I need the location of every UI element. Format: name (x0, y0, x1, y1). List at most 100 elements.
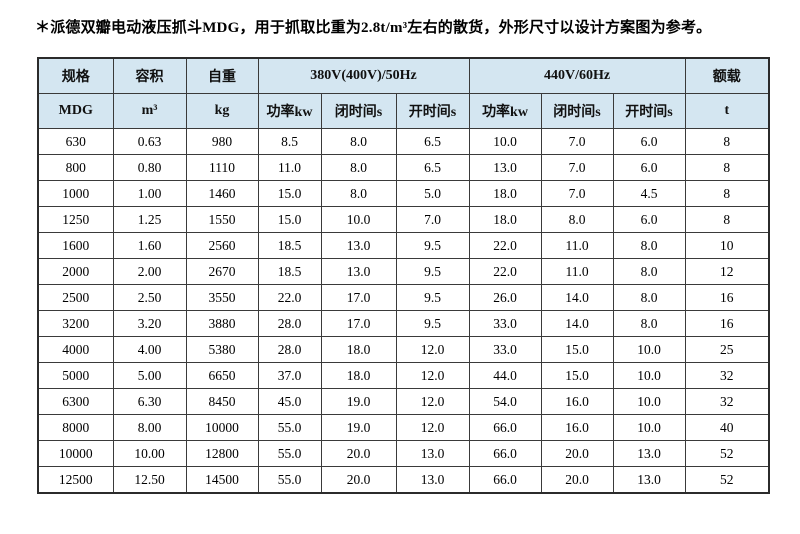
header-unit-cell: m³ (112, 93, 187, 129)
table-cell: 3550 (185, 284, 259, 311)
table-cell: 20.0 (540, 440, 614, 467)
table-cell: 6300 (37, 388, 114, 415)
table-cell: 1.60 (112, 232, 187, 259)
table-cell: 18.5 (257, 232, 322, 259)
table-cell: 6.0 (612, 206, 686, 233)
table-row: 5000 5.00 6650 37.0 18.0 12.0 44.0 15.0 10.0 32 (37, 362, 770, 389)
table-cell: 18.0 (468, 180, 542, 207)
table-cell: 10.0 (612, 388, 686, 415)
table-cell: 8 (684, 128, 770, 155)
table-row: 1000 1.00 1460 15.0 8.0 5.0 18.0 7.0 4.5 8 (37, 180, 770, 207)
header-unit-cell: 闭时间s (320, 93, 397, 129)
table-cell: 2.50 (112, 284, 187, 311)
table-cell: 20.0 (540, 466, 614, 494)
header-group-cell: 自重 (185, 57, 259, 94)
table-cell: 12.0 (395, 362, 470, 389)
table-cell: 8000 (37, 414, 114, 441)
table-cell: 14500 (185, 466, 259, 494)
table-cell: 10.0 (612, 336, 686, 363)
table-cell: 12500 (37, 466, 114, 494)
table-cell: 55.0 (257, 440, 322, 467)
table-cell: 2500 (37, 284, 114, 311)
header-group-cell: 440V/60Hz (468, 57, 686, 94)
table-cell: 11.0 (540, 232, 614, 259)
table-row: 630 0.63 980 8.5 8.0 6.5 10.0 7.0 6.0 8 (37, 128, 770, 155)
table-cell: 3200 (37, 310, 114, 337)
header-row-units: MDG m³ kg 功率kw 闭时间s 开时间s 功率kw 闭时间s 开时间s t (37, 93, 770, 129)
header-group-cell: 380V(400V)/50Hz (257, 57, 470, 94)
table-cell: 14.0 (540, 284, 614, 311)
spec-table: 规格 容积 自重 380V(400V)/50Hz 440V/60Hz 额载 MDG m³ kg… (37, 57, 771, 494)
table-cell: 4000 (37, 336, 114, 363)
table-cell: 19.0 (320, 388, 397, 415)
table-cell: 1550 (185, 206, 259, 233)
table-cell: 8 (684, 206, 770, 233)
table-cell: 12.50 (112, 466, 187, 494)
table-cell: 52 (684, 466, 770, 494)
header-row-groups: 规格 容积 自重 380V(400V)/50Hz 440V/60Hz 额载 (37, 57, 770, 94)
table-cell: 66.0 (468, 466, 542, 494)
table-cell: 12.0 (395, 336, 470, 363)
table-cell: 8.0 (320, 128, 397, 155)
table-cell: 7.0 (395, 206, 470, 233)
table-row: 4000 4.00 5380 28.0 18.0 12.0 33.0 15.0 10.0 25 (37, 336, 770, 363)
table-cell: 5000 (37, 362, 114, 389)
table-cell: 6.5 (395, 128, 470, 155)
table-row: 12500 12.50 14500 55.0 20.0 13.0 66.0 20.0 13.0 5… (37, 466, 770, 494)
table-row: 800 0.80 1110 11.0 8.0 6.5 13.0 7.0 6.0 8 (37, 154, 770, 181)
table-cell: 40 (684, 414, 770, 441)
table-cell: 8.0 (612, 284, 686, 311)
table-cell: 55.0 (257, 466, 322, 494)
table-cell: 3880 (185, 310, 259, 337)
table-cell: 2670 (185, 258, 259, 285)
table-cell: 13.0 (468, 154, 542, 181)
table-cell: 8450 (185, 388, 259, 415)
table-cell: 11.0 (540, 258, 614, 285)
table-cell: 1110 (185, 154, 259, 181)
table-cell: 8 (684, 154, 770, 181)
header-unit-cell: 功率kw (257, 93, 322, 129)
table-cell: 5380 (185, 336, 259, 363)
table-cell: 1000 (37, 180, 114, 207)
table-cell: 45.0 (257, 388, 322, 415)
table-cell: 1.25 (112, 206, 187, 233)
spec-table-head: 规格 容积 自重 380V(400V)/50Hz 440V/60Hz 额载 MDG m³ kg… (37, 57, 770, 129)
header-unit-cell: kg (185, 93, 259, 129)
table-cell: 22.0 (468, 258, 542, 285)
table-cell: 28.0 (257, 310, 322, 337)
table-cell: 20.0 (320, 466, 397, 494)
table-cell: 8.0 (612, 310, 686, 337)
table-cell: 5.0 (395, 180, 470, 207)
table-cell: 18.0 (468, 206, 542, 233)
header-group-cell: 容积 (112, 57, 187, 94)
table-cell: 7.0 (540, 154, 614, 181)
header-group-cell: 额载 (684, 57, 770, 94)
table-cell: 6.30 (112, 388, 187, 415)
table-cell: 16 (684, 310, 770, 337)
table-cell: 7.0 (540, 128, 614, 155)
header-unit-cell: 开时间s (612, 93, 686, 129)
table-cell: 9.5 (395, 310, 470, 337)
table-cell: 6.0 (612, 154, 686, 181)
table-cell: 9.5 (395, 232, 470, 259)
table-cell: 1.00 (112, 180, 187, 207)
header-unit-cell: MDG (37, 93, 114, 129)
table-cell: 9.5 (395, 284, 470, 311)
table-cell: 8.0 (540, 206, 614, 233)
table-cell: 26.0 (468, 284, 542, 311)
table-cell: 13.0 (320, 232, 397, 259)
table-row: 1600 1.60 2560 18.5 13.0 9.5 22.0 11.0 8.0 10 (37, 232, 770, 259)
table-row: 6300 6.30 8450 45.0 19.0 12.0 54.0 16.0 10.0 32 (37, 388, 770, 415)
table-row: 8000 8.00 10000 55.0 19.0 12.0 66.0 16.0 10.0 40 (37, 414, 770, 441)
table-cell: 1250 (37, 206, 114, 233)
table-cell: 37.0 (257, 362, 322, 389)
table-cell: 4.5 (612, 180, 686, 207)
table-cell: 8.0 (612, 258, 686, 285)
table-cell: 66.0 (468, 440, 542, 467)
table-cell: 16 (684, 284, 770, 311)
table-cell: 13.0 (612, 466, 686, 494)
table-row: 1250 1.25 1550 15.0 10.0 7.0 18.0 8.0 6.0 8 (37, 206, 770, 233)
table-row: 10000 10.00 12800 55.0 20.0 13.0 66.0 20.0 13.0 5… (37, 440, 770, 467)
table-cell: 10.0 (612, 362, 686, 389)
